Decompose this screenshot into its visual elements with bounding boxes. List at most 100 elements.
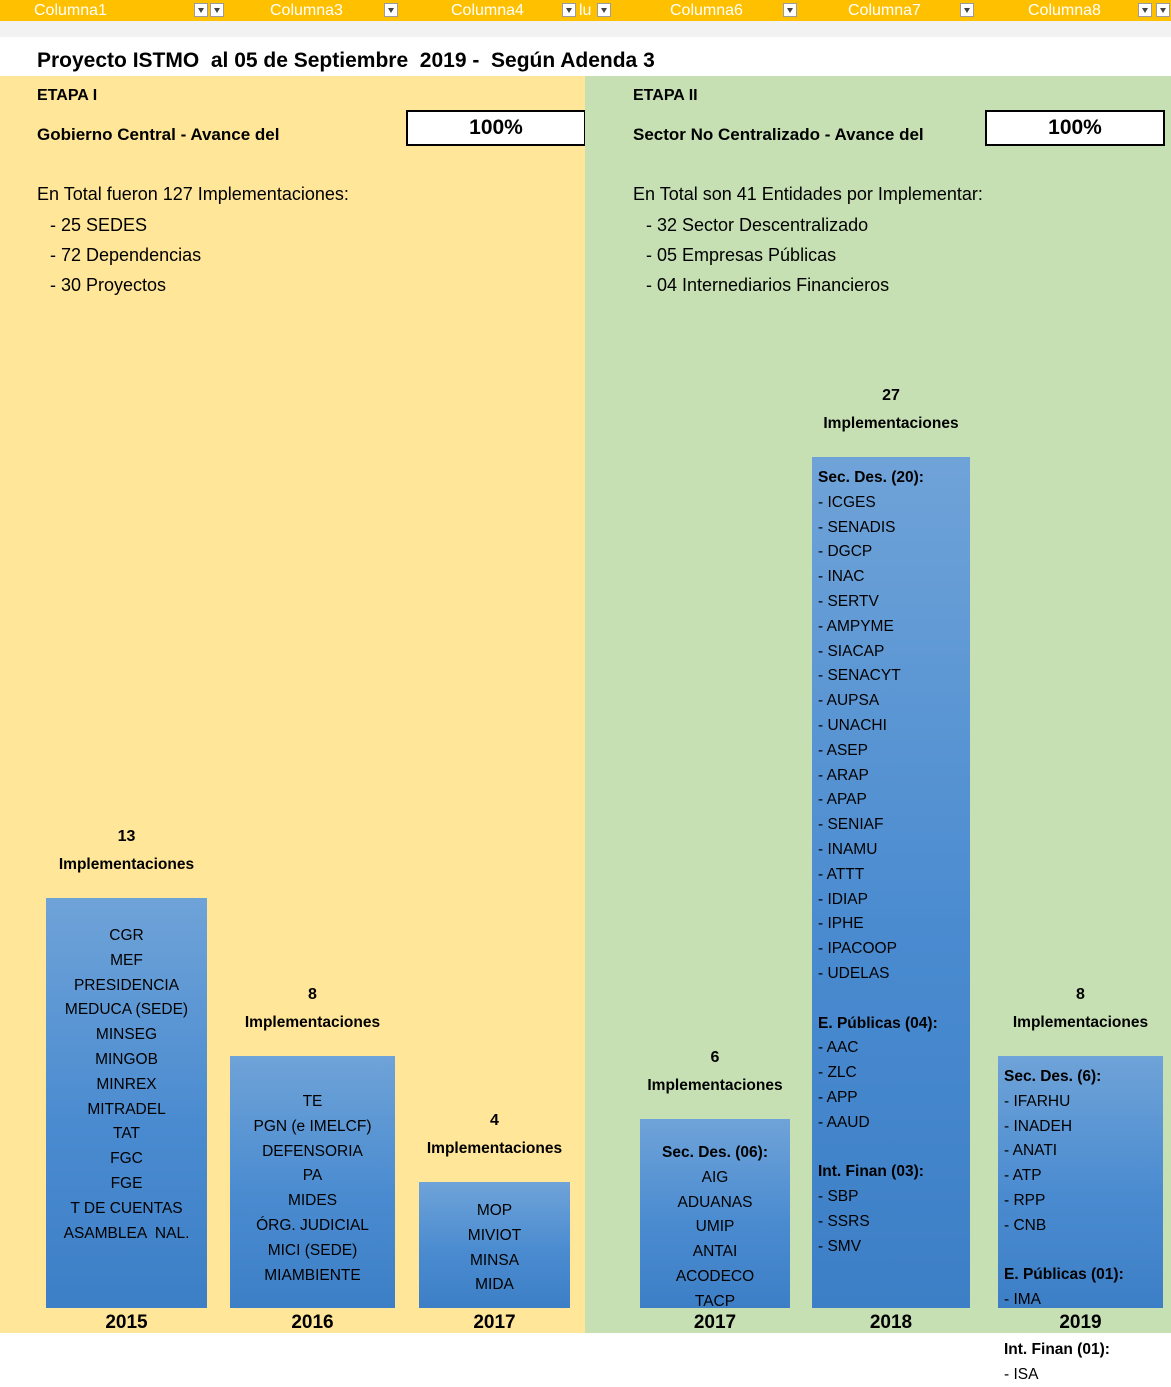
bar-value-label: 13 — [27, 828, 227, 846]
filter-dropdown-icon[interactable] — [597, 3, 611, 17]
column-header-1[interactable]: Columna1 — [34, 2, 107, 20]
group-heading: Int. Finan (01): — [1004, 1338, 1159, 1363]
bar-unit-label: Implementaciones — [791, 415, 991, 433]
entity-label: UMIP — [640, 1215, 790, 1240]
group-heading: Sec. Des. (06): — [640, 1141, 790, 1166]
column-header-5[interactable]: lu — [579, 2, 591, 20]
spreadsheet-header: Columna1 Columna3 Columna4 lu Columna6 C… — [0, 0, 1171, 37]
etapa2-total-text: En Total son 41 Entidades por Implementa… — [633, 184, 983, 205]
entity-label: - IDIAP — [818, 888, 966, 913]
group-heading: Sec. Des. (6): — [1004, 1065, 1159, 1090]
entity-label: TE — [230, 1090, 395, 1115]
entity-label: - SENADIS — [818, 516, 966, 541]
entity-label: MIDA — [419, 1273, 570, 1298]
column-header-6[interactable]: Columna6 — [670, 2, 743, 20]
entity-label: - IPACOOP — [818, 937, 966, 962]
filter-dropdown-icon[interactable] — [783, 3, 797, 17]
entity-label: MEDUCA (SEDE) — [46, 998, 207, 1023]
group-heading: Sec. Des. (20): — [818, 466, 966, 491]
entity-label: - ICGES — [818, 491, 966, 516]
entity-label: ACODECO — [640, 1265, 790, 1290]
entity-label: T DE CUENTAS — [46, 1197, 207, 1222]
entity-label: - ATTT — [818, 863, 966, 888]
x-tick-label: 2017 — [655, 1312, 775, 1334]
etapa2-item: - 04 Internediarios Financieros — [646, 275, 889, 296]
bar-value-label: 6 — [615, 1049, 815, 1067]
page-title: Proyecto ISTMO al 05 de Septiembre 2019 … — [37, 49, 655, 73]
entity-label: MINGOB — [46, 1048, 207, 1073]
x-tick-label: 2016 — [253, 1312, 373, 1334]
bar-unit-label: Implementaciones — [981, 1014, 1171, 1032]
entity-label: MIDES — [230, 1189, 395, 1214]
filter-dropdown-icon[interactable] — [384, 3, 398, 17]
bar-value-label: 4 — [395, 1112, 595, 1130]
column-header-7[interactable]: Columna7 — [848, 2, 921, 20]
entity-label: MINREX — [46, 1073, 207, 1098]
entity-label: - ISA — [1004, 1363, 1159, 1387]
column-header-8[interactable]: Columna8 — [1028, 2, 1101, 20]
group-heading: E. Públicas (01): — [1004, 1263, 1159, 1288]
column-header-3[interactable]: Columna3 — [270, 2, 343, 20]
filter-dropdown-icon[interactable] — [1156, 3, 1170, 17]
entity-label: DEFENSORIA — [230, 1140, 395, 1165]
entity-label: MINSA — [419, 1249, 570, 1274]
column-header-4[interactable]: Columna4 — [451, 2, 524, 20]
filter-dropdown-icon[interactable] — [562, 3, 576, 17]
entity-label: - ZLC — [818, 1061, 966, 1086]
entity-label: - SENIAF — [818, 813, 966, 838]
entity-label: - APAP — [818, 788, 966, 813]
entity-label: AIG — [640, 1166, 790, 1191]
etapa1-avance-value: 100% — [406, 110, 586, 146]
entity-label: - ANATI — [1004, 1139, 1159, 1164]
group-spacer — [818, 987, 966, 1012]
entity-label: FGC — [46, 1147, 207, 1172]
entity-label: - CNB — [1004, 1214, 1159, 1239]
etapa1-label: ETAPA I — [37, 87, 97, 105]
entity-label: MITRADEL — [46, 1098, 207, 1123]
entity-label: ASAMBLEA NAL. — [46, 1222, 207, 1247]
group-heading: E. Públicas (04): — [818, 1012, 966, 1037]
entity-label: - AAC — [818, 1036, 966, 1061]
entity-label: - SBP — [818, 1185, 966, 1210]
x-tick-label: 2015 — [67, 1312, 187, 1334]
entity-label: - IPHE — [818, 912, 966, 937]
entity-label: TAT — [46, 1122, 207, 1147]
bar-value-label: 8 — [981, 986, 1171, 1004]
entity-label: - INADEH — [1004, 1115, 1159, 1140]
filter-dropdown-icon[interactable] — [210, 3, 224, 17]
entity-label: ÓRG. JUDICIAL — [230, 1214, 395, 1239]
entity-label: MICI (SEDE) — [230, 1239, 395, 1264]
entity-label: PA — [230, 1164, 395, 1189]
entity-label: - SSRS — [818, 1210, 966, 1235]
filter-dropdown-icon[interactable] — [1138, 3, 1152, 17]
bar-entity-list: Sec. Des. (20):- ICGES- SENADIS- DGCP- I… — [818, 466, 966, 1260]
entity-label: - APP — [818, 1086, 966, 1111]
bar-unit-label: Implementaciones — [27, 856, 227, 874]
entity-label: - SIACAP — [818, 640, 966, 665]
bar-value-label: 8 — [213, 986, 413, 1004]
group-heading: Int. Finan (03): — [818, 1160, 966, 1185]
entity-label: - UDELAS — [818, 962, 966, 987]
entity-label: MINSEG — [46, 1023, 207, 1048]
filter-dropdown-icon[interactable] — [194, 3, 208, 17]
etapa2-label: ETAPA II — [633, 87, 698, 105]
entity-label: PGN (e IMELCF) — [230, 1115, 395, 1140]
entity-label: MOP — [419, 1199, 570, 1224]
etapa2-avance-label: Sector No Centralizado - Avance del — [633, 125, 924, 145]
entity-label: - SERTV — [818, 590, 966, 615]
entity-label: MIAMBIENTE — [230, 1264, 395, 1289]
etapa1-item: - 25 SEDES — [50, 215, 147, 236]
etapa2-item: - 32 Sector Descentralizado — [646, 215, 868, 236]
entity-label: MIVIOT — [419, 1224, 570, 1249]
entity-label: - SMV — [818, 1235, 966, 1260]
etapa1-avance-label: Gobierno Central - Avance del — [37, 125, 279, 145]
etapa1-item: - 72 Dependencias — [50, 245, 201, 266]
entity-label: - ASEP — [818, 739, 966, 764]
entity-label: - RPP — [1004, 1189, 1159, 1214]
filter-dropdown-icon[interactable] — [960, 3, 974, 17]
entity-label: - UNACHI — [818, 714, 966, 739]
entity-label: PRESIDENCIA — [46, 974, 207, 999]
entity-label: CGR — [46, 924, 207, 949]
